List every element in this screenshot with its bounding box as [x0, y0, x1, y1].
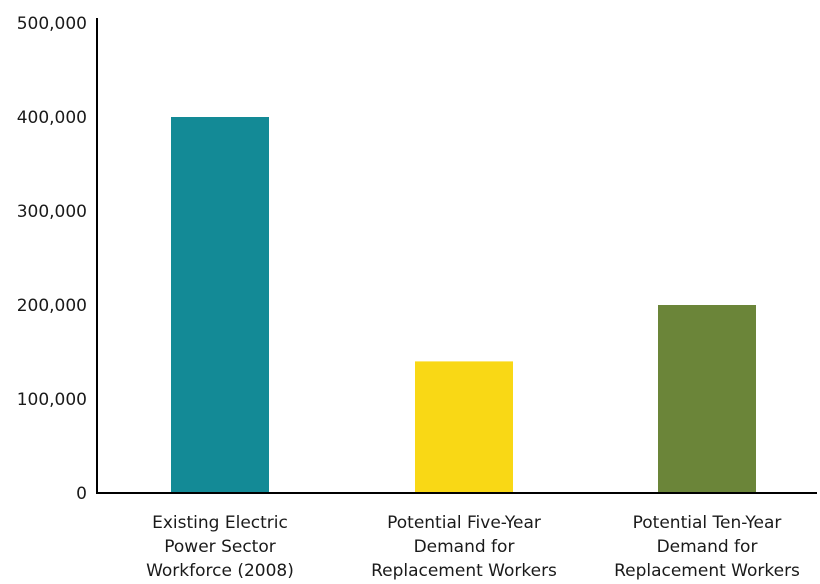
y-tick-label: 0	[76, 484, 87, 504]
y-tick-label: 400,000	[17, 108, 87, 128]
x-category-label: Demand for	[414, 537, 515, 557]
bars-group	[171, 117, 756, 493]
x-category-label: Potential Ten-Year	[633, 513, 782, 533]
y-tick-label: 200,000	[17, 296, 87, 316]
x-category-label: Replacement Workers	[371, 561, 557, 581]
x-category-label: Potential Five-Year	[387, 513, 541, 533]
y-axis-ticks: 0 100,000 200,000 300,000 400,000 500,000	[17, 14, 87, 504]
y-tick-label: 300,000	[17, 202, 87, 222]
x-category-label: Replacement Workers	[614, 561, 800, 581]
x-category-label: Existing Electric	[152, 513, 288, 533]
x-category-label: Power Sector	[164, 537, 275, 557]
bar	[171, 117, 269, 493]
y-tick-label: 500,000	[17, 14, 87, 34]
y-tick-label: 100,000	[17, 390, 87, 410]
bar	[658, 305, 756, 493]
x-category-label: Demand for	[657, 537, 758, 557]
x-category-label: Workforce (2008)	[146, 561, 294, 581]
x-axis-labels: Existing Electric Power Sector Workforce (…	[146, 513, 800, 581]
bar	[415, 361, 513, 493]
